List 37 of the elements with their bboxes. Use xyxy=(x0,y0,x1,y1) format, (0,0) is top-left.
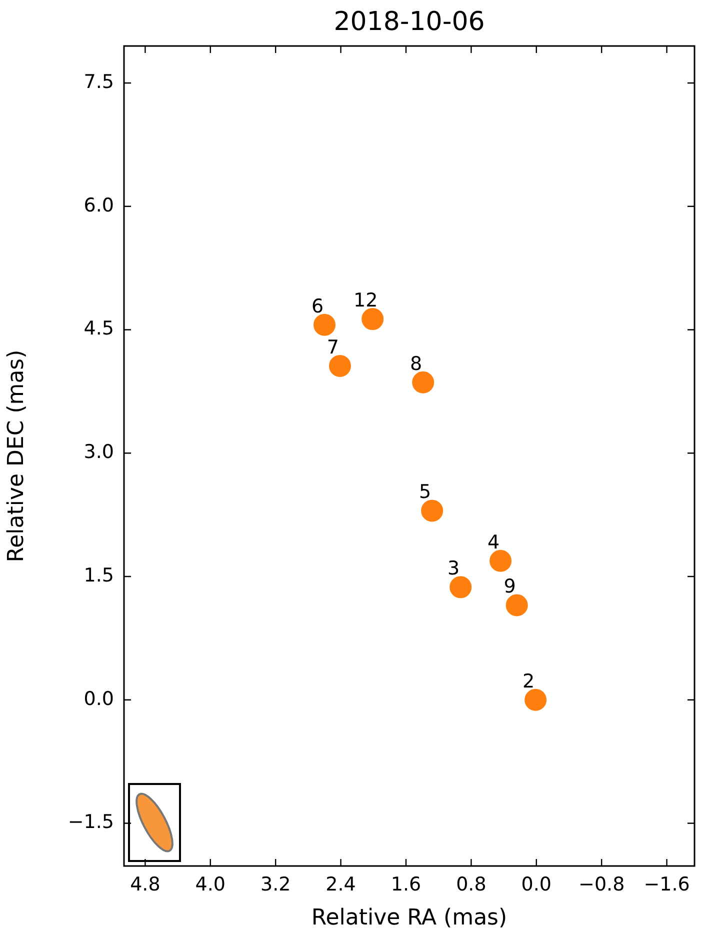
chart-title: 2018-10-06 xyxy=(334,6,485,37)
x-tick-label: 2.4 xyxy=(326,873,356,896)
annotation: 2 xyxy=(522,670,535,692)
annotation: 8 xyxy=(410,352,422,375)
point xyxy=(362,308,384,330)
x-tick-label: 0.0 xyxy=(521,873,552,896)
point xyxy=(506,594,528,616)
point xyxy=(524,688,547,711)
annotation: 6 xyxy=(311,295,324,318)
x-tick-label: 4.8 xyxy=(130,873,160,896)
annotation: 4 xyxy=(487,531,500,554)
y-tick-label: 1.5 xyxy=(84,564,114,586)
annotation: 5 xyxy=(419,481,432,504)
y-tick-label: 0.0 xyxy=(84,688,114,710)
x-tick-label: 4.0 xyxy=(195,873,226,896)
x-tick-label: −0.8 xyxy=(578,873,625,896)
x-tick-label: 3.2 xyxy=(260,873,291,896)
y-axis-title: Relative DEC (mas) xyxy=(4,350,29,562)
annotation: 12 xyxy=(353,289,378,312)
y-tick-label: 6.0 xyxy=(84,194,114,216)
x-tick-label: 1.6 xyxy=(390,873,422,896)
y-tick-label: −1.5 xyxy=(68,811,114,834)
point xyxy=(412,371,434,394)
annotation: 9 xyxy=(504,576,516,598)
x-tick-label: 0.8 xyxy=(456,873,486,896)
point xyxy=(450,576,472,598)
annotation: 7 xyxy=(326,336,340,358)
point xyxy=(313,314,336,336)
annotation: 3 xyxy=(448,558,460,580)
y-tick-label: 4.5 xyxy=(84,318,114,340)
point xyxy=(328,354,351,377)
x-tick-label: −1.6 xyxy=(644,873,690,896)
point xyxy=(490,550,512,572)
x-axis-title: Relative RA (mas) xyxy=(311,906,508,931)
y-tick-label: 7.5 xyxy=(84,70,114,93)
y-tick-label: 3.0 xyxy=(84,441,114,464)
point xyxy=(421,500,444,522)
